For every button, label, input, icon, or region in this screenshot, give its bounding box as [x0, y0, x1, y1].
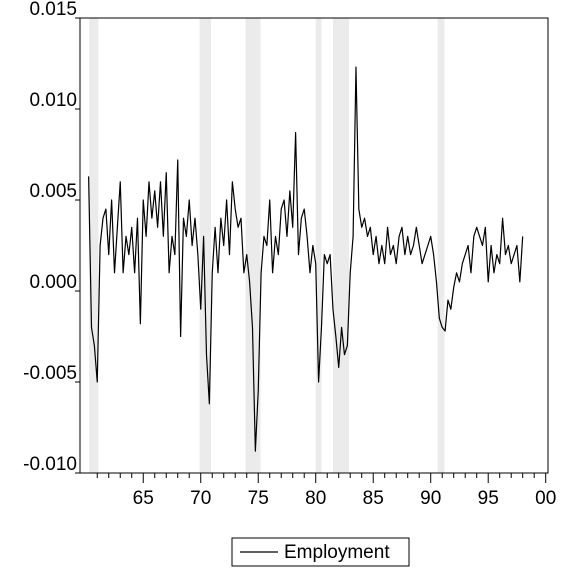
y-tick-label: 0.015 [29, 0, 77, 20]
y-tick-label: -0.010 [23, 454, 77, 475]
x-tick-label: 85 [363, 488, 384, 509]
recession-shade [315, 18, 322, 473]
legend-label: Employment [284, 542, 390, 563]
x-tick-label: 00 [535, 488, 556, 509]
plot-frame [79, 17, 549, 474]
y-tick-label: 0.000 [29, 272, 77, 293]
x-tick-label: 90 [420, 488, 441, 509]
recession-shade [199, 18, 212, 473]
recession-shade [332, 18, 350, 473]
x-tick-label: 75 [248, 488, 269, 509]
y-tick-label: 0.010 [29, 90, 77, 111]
y-tick-label: -0.005 [23, 363, 77, 384]
x-tick-label: 95 [478, 488, 499, 509]
x-tick-label: 70 [190, 488, 211, 509]
recession-shade [245, 18, 261, 473]
recession-shade [89, 18, 99, 473]
x-tick-label: 65 [133, 488, 154, 509]
series-line [88, 66, 524, 452]
x-tick-label: 80 [305, 488, 326, 509]
y-tick-label: 0.005 [29, 181, 77, 202]
recession-shade [437, 18, 445, 473]
